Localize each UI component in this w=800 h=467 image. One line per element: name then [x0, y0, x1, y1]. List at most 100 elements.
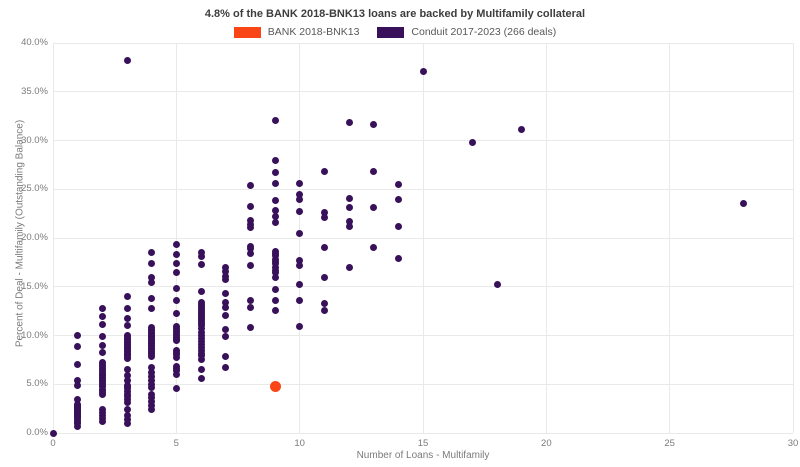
- conduit-data-point: [345, 204, 353, 212]
- conduit-data-point: [320, 274, 328, 282]
- v-gridline: [299, 43, 301, 433]
- conduit-data-point: [246, 303, 254, 311]
- conduit-data-point: [197, 249, 205, 257]
- conduit-data-point: [172, 268, 180, 276]
- conduit-data-point: [419, 67, 427, 75]
- conduit-data-point: [296, 296, 304, 304]
- conduit-data-point: [172, 259, 180, 267]
- conduit-data-point: [345, 194, 353, 202]
- legend-label-bank: BANK 2018-BNK13: [267, 26, 360, 38]
- conduit-data-point: [271, 179, 279, 187]
- x-tick-label: 30: [787, 438, 799, 449]
- x-axis-title: Number of Loans - Multifamily: [356, 450, 490, 461]
- conduit-data-point: [123, 406, 131, 414]
- conduit-data-point: [172, 354, 180, 362]
- conduit-data-point: [320, 299, 328, 307]
- legend-item-bank[interactable]: BANK 2018-BNK13: [233, 26, 360, 38]
- conduit-data-point: [468, 138, 476, 146]
- conduit-data-point: [246, 261, 254, 269]
- y-tick-label: 0.0%: [26, 427, 48, 438]
- x-tick-label: 10: [294, 438, 305, 449]
- conduit-data-point: [74, 332, 82, 339]
- conduit-data-point: [98, 348, 106, 356]
- conduit-data-point: [271, 273, 279, 281]
- conduit-data-point: [271, 169, 279, 177]
- conduit-data-point: [148, 279, 156, 287]
- conduit-data-point: [296, 208, 304, 216]
- conduit-data-point: [123, 415, 131, 423]
- conduit-data-point: [296, 323, 304, 331]
- legend-swatch-conduit-icon: [377, 26, 405, 38]
- y-tick-label: 15.0%: [21, 280, 48, 292]
- conduit-data-point: [123, 304, 131, 312]
- y-tick-label: 10.0%: [21, 329, 48, 341]
- v-gridline: [422, 43, 424, 433]
- conduit-data-point: [222, 364, 230, 372]
- conduit-data-point: [123, 57, 131, 65]
- conduit-data-point: [394, 222, 402, 230]
- v-gridline: [52, 43, 54, 433]
- conduit-data-point: [271, 286, 279, 294]
- conduit-data-point: [296, 281, 304, 289]
- conduit-data-point: [296, 229, 304, 237]
- conduit-data-point: [172, 296, 180, 304]
- y-tick-label: 25.0%: [21, 183, 48, 195]
- conduit-data-point: [296, 261, 304, 269]
- conduit-data-point: [740, 200, 748, 208]
- chart-legend: BANK 2018-BNK13 Conduit 2017-2023 (266 d…: [0, 26, 790, 38]
- conduit-data-point: [345, 222, 353, 230]
- conduit-data-point: [172, 309, 180, 317]
- legend-item-conduit[interactable]: Conduit 2017-2023 (266 deals): [377, 26, 556, 38]
- h-gridline: [53, 432, 793, 434]
- conduit-data-point: [394, 180, 402, 188]
- conduit-data-point: [74, 376, 82, 384]
- conduit-data-point: [271, 218, 279, 226]
- x-tick-label: 5: [173, 438, 179, 449]
- conduit-data-point: [296, 256, 304, 264]
- conduit-data-point: [74, 381, 82, 389]
- conduit-data-point: [123, 293, 131, 300]
- conduit-data-point: [123, 322, 131, 330]
- y-tick-label: 40.0%: [21, 37, 48, 48]
- v-gridline: [669, 43, 671, 433]
- conduit-data-point: [74, 342, 82, 350]
- conduit-data-point: [271, 296, 279, 304]
- conduit-data-point: [320, 244, 328, 252]
- conduit-data-point: [296, 195, 304, 203]
- conduit-data-point: [222, 326, 230, 334]
- conduit-data-point: [172, 367, 180, 375]
- conduit-data-point: [172, 285, 180, 293]
- conduit-data-point: [49, 429, 57, 437]
- conduit-data-point: [148, 249, 156, 257]
- conduit-data-point: [197, 260, 205, 268]
- conduit-data-point: [98, 341, 106, 349]
- conduit-data-point: [296, 190, 304, 198]
- conduit-data-point: [197, 288, 205, 296]
- conduit-data-point: [370, 204, 378, 212]
- conduit-data-point: [246, 250, 254, 258]
- conduit-data-point: [148, 304, 156, 312]
- conduit-data-point: [148, 402, 156, 410]
- x-tick-label: 0: [50, 438, 56, 449]
- chart-title: 4.8% of the BANK 2018-BNK13 loans are ba…: [204, 8, 586, 20]
- conduit-data-point: [271, 213, 279, 221]
- v-gridline: [175, 43, 177, 433]
- conduit-data-point: [370, 244, 378, 252]
- conduit-data-point: [172, 371, 180, 378]
- conduit-data-point: [394, 196, 402, 204]
- conduit-data-point: [123, 376, 131, 384]
- conduit-data-point: [246, 296, 254, 304]
- y-tick-label: 5.0%: [26, 378, 48, 390]
- conduit-data-point: [320, 306, 328, 314]
- conduit-data-point: [271, 197, 279, 205]
- legend-label-conduit: Conduit 2017-2023 (266 deals): [411, 26, 557, 38]
- conduit-data-point: [148, 394, 156, 402]
- conduit-data-point: [222, 272, 230, 280]
- conduit-data-point: [222, 332, 230, 340]
- y-tick-label: 20.0%: [21, 232, 48, 243]
- conduit-data-point: [148, 353, 156, 361]
- conduit-data-point: [222, 303, 230, 311]
- conduit-data-point: [98, 313, 106, 321]
- conduit-data-point: [148, 372, 156, 380]
- conduit-data-point: [123, 355, 131, 363]
